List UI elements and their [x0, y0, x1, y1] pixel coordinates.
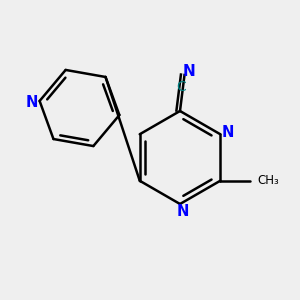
Text: CH₃: CH₃: [258, 174, 280, 187]
Text: N: N: [26, 95, 38, 110]
Text: N: N: [222, 125, 234, 140]
Text: N: N: [183, 64, 195, 80]
Text: C: C: [177, 80, 186, 94]
Text: N: N: [177, 204, 189, 219]
